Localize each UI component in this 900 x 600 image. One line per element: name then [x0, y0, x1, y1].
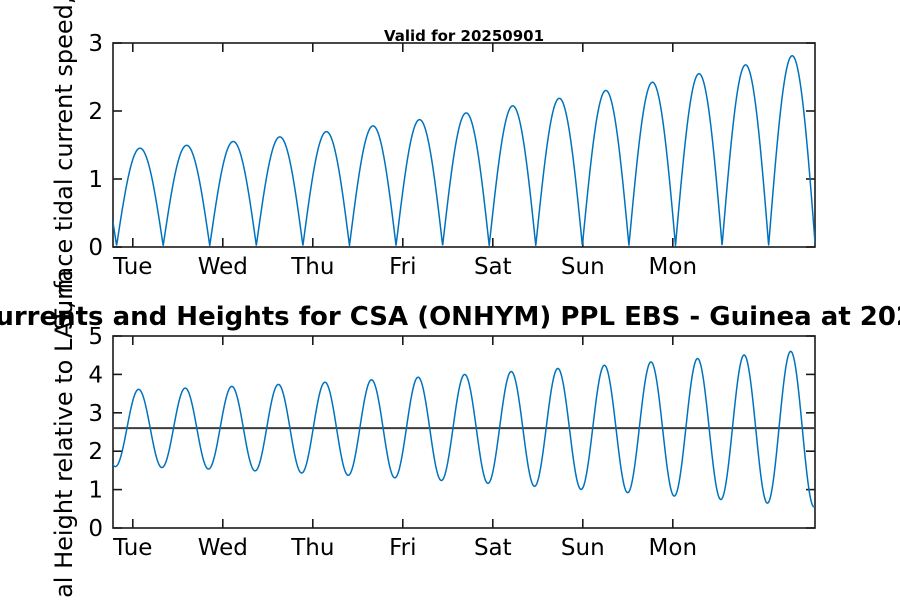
y-tick-label: 3: [88, 31, 103, 57]
data-series-tidal-height: [113, 350, 815, 508]
plot-frame-height: [112, 335, 816, 529]
x-tick-label: Fri: [389, 535, 416, 561]
y-tick-labels-height: 0 1 2 3 4 5: [88, 324, 103, 542]
y-tick-label: 2: [88, 439, 103, 465]
y-tick-label: 5: [88, 324, 103, 350]
x-tick-label: Sat: [474, 535, 512, 561]
y-axis-title-height: Tidal Height relative to LAT, m: [50, 270, 78, 600]
y-tick-label: 2: [88, 99, 103, 125]
x-tick-label: Thu: [290, 254, 334, 280]
x-tick-label: Tue: [112, 254, 152, 280]
x-tick-label: Sun: [561, 254, 605, 280]
y-axis-title-current: Surface tidal current speed, kn: [50, 0, 78, 330]
y-tick-label: 1: [88, 478, 103, 504]
x-tick-label: Fri: [389, 254, 416, 280]
y-tick-labels-current: 0 1 2 3: [88, 31, 103, 261]
x-tick-label: Thu: [290, 535, 334, 561]
x-tick-label: Wed: [198, 254, 248, 280]
x-tick-label: Mon: [649, 535, 698, 561]
y-tick-label: 0: [88, 516, 103, 542]
x-tick-label: Wed: [198, 535, 248, 561]
axis-ticks-height: [113, 335, 815, 529]
figure-main-title: Tidal Currents and Heights for CSA (ONHY…: [0, 302, 900, 332]
x-tick-label: Sun: [561, 535, 605, 561]
y-tick-label: 4: [88, 362, 103, 388]
x-tick-label: Sat: [474, 254, 512, 280]
x-tick-label: Tue: [112, 535, 152, 561]
chart-subtitle-current: Valid for 20250901: [384, 27, 544, 45]
y-tick-label: 1: [88, 167, 103, 193]
plot-frame-current: [112, 42, 816, 248]
data-series-current-speed: [113, 55, 815, 247]
x-tick-labels-height: Tue Wed Thu Fri Sat Sun Mon: [112, 535, 697, 561]
chart-tidal-height: 0 1 2 3 4 5 Tue Wed Thu Fri Sat Sun Mon Tidal Heigh…: [50, 270, 816, 600]
x-tick-label: Mon: [649, 254, 698, 280]
x-tick-labels-current: Tue Wed Thu Fri Sat Sun Mon: [112, 254, 697, 280]
y-tick-label: 0: [88, 235, 103, 261]
chart-surface-current-speed: Valid for 20250901 0 1 2 3 Tue Wed Thu Fri Sat S…: [50, 0, 816, 330]
y-tick-label: 3: [88, 401, 103, 427]
